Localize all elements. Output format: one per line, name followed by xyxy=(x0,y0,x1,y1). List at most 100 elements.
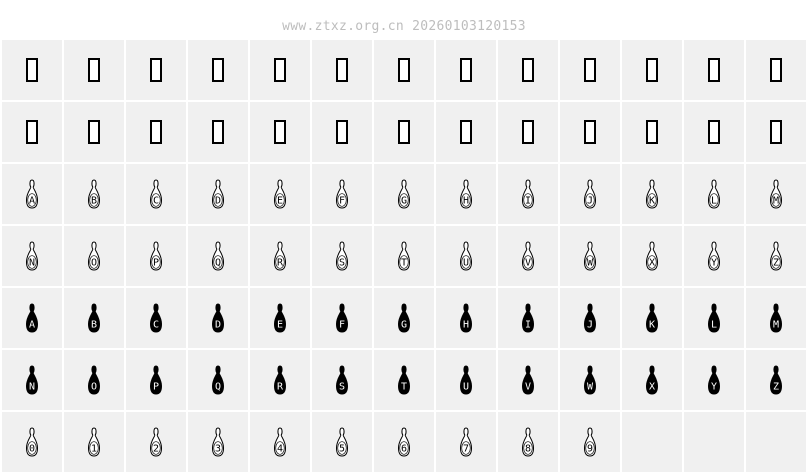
glyph-letter: Y xyxy=(711,258,717,269)
bowling-pin-icon: D xyxy=(211,179,225,209)
glyph-letter: P xyxy=(153,382,159,393)
glyph-cell: U xyxy=(436,350,496,410)
glyph-letter: A xyxy=(29,196,35,207)
missing-glyph-box xyxy=(770,58,782,82)
glyph-letter: X xyxy=(649,382,655,393)
bowling-pin-icon: X xyxy=(645,365,659,395)
glyph-letter: I xyxy=(525,196,531,207)
glyph-letter: 7 xyxy=(463,444,469,455)
glyph-cell: Z xyxy=(746,226,806,286)
glyph-cell xyxy=(312,102,372,162)
glyph-cell: 2 xyxy=(126,412,186,472)
glyph-cell: L xyxy=(684,288,744,348)
glyph-cell: W xyxy=(560,350,620,410)
bowling-pin-icon: V xyxy=(521,365,535,395)
missing-glyph-box xyxy=(584,58,596,82)
glyph-letter: H xyxy=(463,320,469,331)
glyph-letter: V xyxy=(525,258,531,269)
glyph-cell: C xyxy=(126,288,186,348)
bowling-pin-icon: B xyxy=(87,303,101,333)
glyph-letter: S xyxy=(339,258,345,269)
glyph-letter: O xyxy=(91,382,97,393)
bowling-pin-icon: X xyxy=(645,241,659,271)
glyph-cell xyxy=(374,40,434,100)
glyph-letter: C xyxy=(153,320,159,331)
bowling-pin-icon: 0 xyxy=(25,427,39,457)
bowling-pin-icon: J xyxy=(583,179,597,209)
glyph-letter: T xyxy=(401,258,407,269)
glyph-letter: N xyxy=(29,258,35,269)
bowling-pin-icon: S xyxy=(335,241,349,271)
glyph-letter: W xyxy=(587,382,594,393)
glyph-letter: X xyxy=(649,258,655,269)
glyph-cell: H xyxy=(436,288,496,348)
glyph-cell xyxy=(746,102,806,162)
missing-glyph-box xyxy=(398,120,410,144)
glyph-cell: A xyxy=(2,164,62,224)
glyph-cell xyxy=(64,102,124,162)
glyph-cell xyxy=(684,412,744,472)
bowling-pin-icon: E xyxy=(273,179,287,209)
glyph-cell: W xyxy=(560,226,620,286)
glyph-cell: 1 xyxy=(64,412,124,472)
bowling-pin-icon: N xyxy=(25,241,39,271)
bowling-pin-icon: L xyxy=(707,303,721,333)
glyph-cell xyxy=(560,102,620,162)
bowling-pin-icon: O xyxy=(87,241,101,271)
bowling-pin-icon: R xyxy=(273,365,287,395)
glyph-letter: L xyxy=(711,196,717,207)
glyph-letter: M xyxy=(773,196,779,207)
missing-glyph-box xyxy=(88,58,100,82)
glyph-cell: A xyxy=(2,288,62,348)
missing-glyph-box xyxy=(460,58,472,82)
glyph-letter: 9 xyxy=(587,444,593,455)
glyph-cell: T xyxy=(374,226,434,286)
bowling-pin-icon: Z xyxy=(769,241,783,271)
bowling-pin-icon: R xyxy=(273,241,287,271)
missing-glyph-box xyxy=(584,120,596,144)
glyph-cell: 6 xyxy=(374,412,434,472)
watermark: www.ztxz.org.cn 20260103120153 xyxy=(282,19,526,34)
glyph-cell: S xyxy=(312,350,372,410)
glyph-cell: J xyxy=(560,288,620,348)
glyph-letter: 2 xyxy=(153,444,159,455)
glyph-letter: A xyxy=(29,320,35,331)
glyph-cell xyxy=(312,40,372,100)
glyph-cell: X xyxy=(622,226,682,286)
glyph-cell: K xyxy=(622,164,682,224)
bowling-pin-icon: I xyxy=(521,179,535,209)
bowling-pin-icon: 4 xyxy=(273,427,287,457)
glyph-letter: L xyxy=(711,320,717,331)
glyph-letter: E xyxy=(277,196,283,207)
bowling-pin-icon: C xyxy=(149,179,163,209)
glyph-cell: Z xyxy=(746,350,806,410)
glyph-letter: H xyxy=(463,196,469,207)
bowling-pin-icon: K xyxy=(645,179,659,209)
glyph-letter: 3 xyxy=(215,444,221,455)
glyph-letter: E xyxy=(277,320,283,331)
missing-glyph-box xyxy=(646,120,658,144)
missing-glyph-box xyxy=(646,58,658,82)
glyph-cell: 3 xyxy=(188,412,248,472)
glyph-cell: J xyxy=(560,164,620,224)
bowling-pin-icon: C xyxy=(149,303,163,333)
glyph-cell: O xyxy=(64,350,124,410)
glyph-letter: K xyxy=(649,320,655,331)
glyph-cell xyxy=(436,102,496,162)
glyph-cell xyxy=(746,412,806,472)
glyph-letter: O xyxy=(91,258,97,269)
bowling-pin-icon: 1 xyxy=(87,427,101,457)
missing-glyph-box xyxy=(212,120,224,144)
glyph-cell: C xyxy=(126,164,186,224)
missing-glyph-box xyxy=(150,58,162,82)
glyph-letter: 1 xyxy=(91,444,97,455)
glyph-letter: F xyxy=(339,196,345,207)
glyph-grid: A B C D E F G H I J K L M N O P Q R S T U V W X Y Z A B C D E F G H I J K L M N… xyxy=(2,40,806,472)
bowling-pin-icon: U xyxy=(459,365,473,395)
glyph-cell xyxy=(188,40,248,100)
bowling-pin-icon: M xyxy=(769,303,783,333)
glyph-cell: S xyxy=(312,226,372,286)
glyph-cell: I xyxy=(498,288,558,348)
glyph-letter: 4 xyxy=(277,444,283,455)
glyph-cell: T xyxy=(374,350,434,410)
